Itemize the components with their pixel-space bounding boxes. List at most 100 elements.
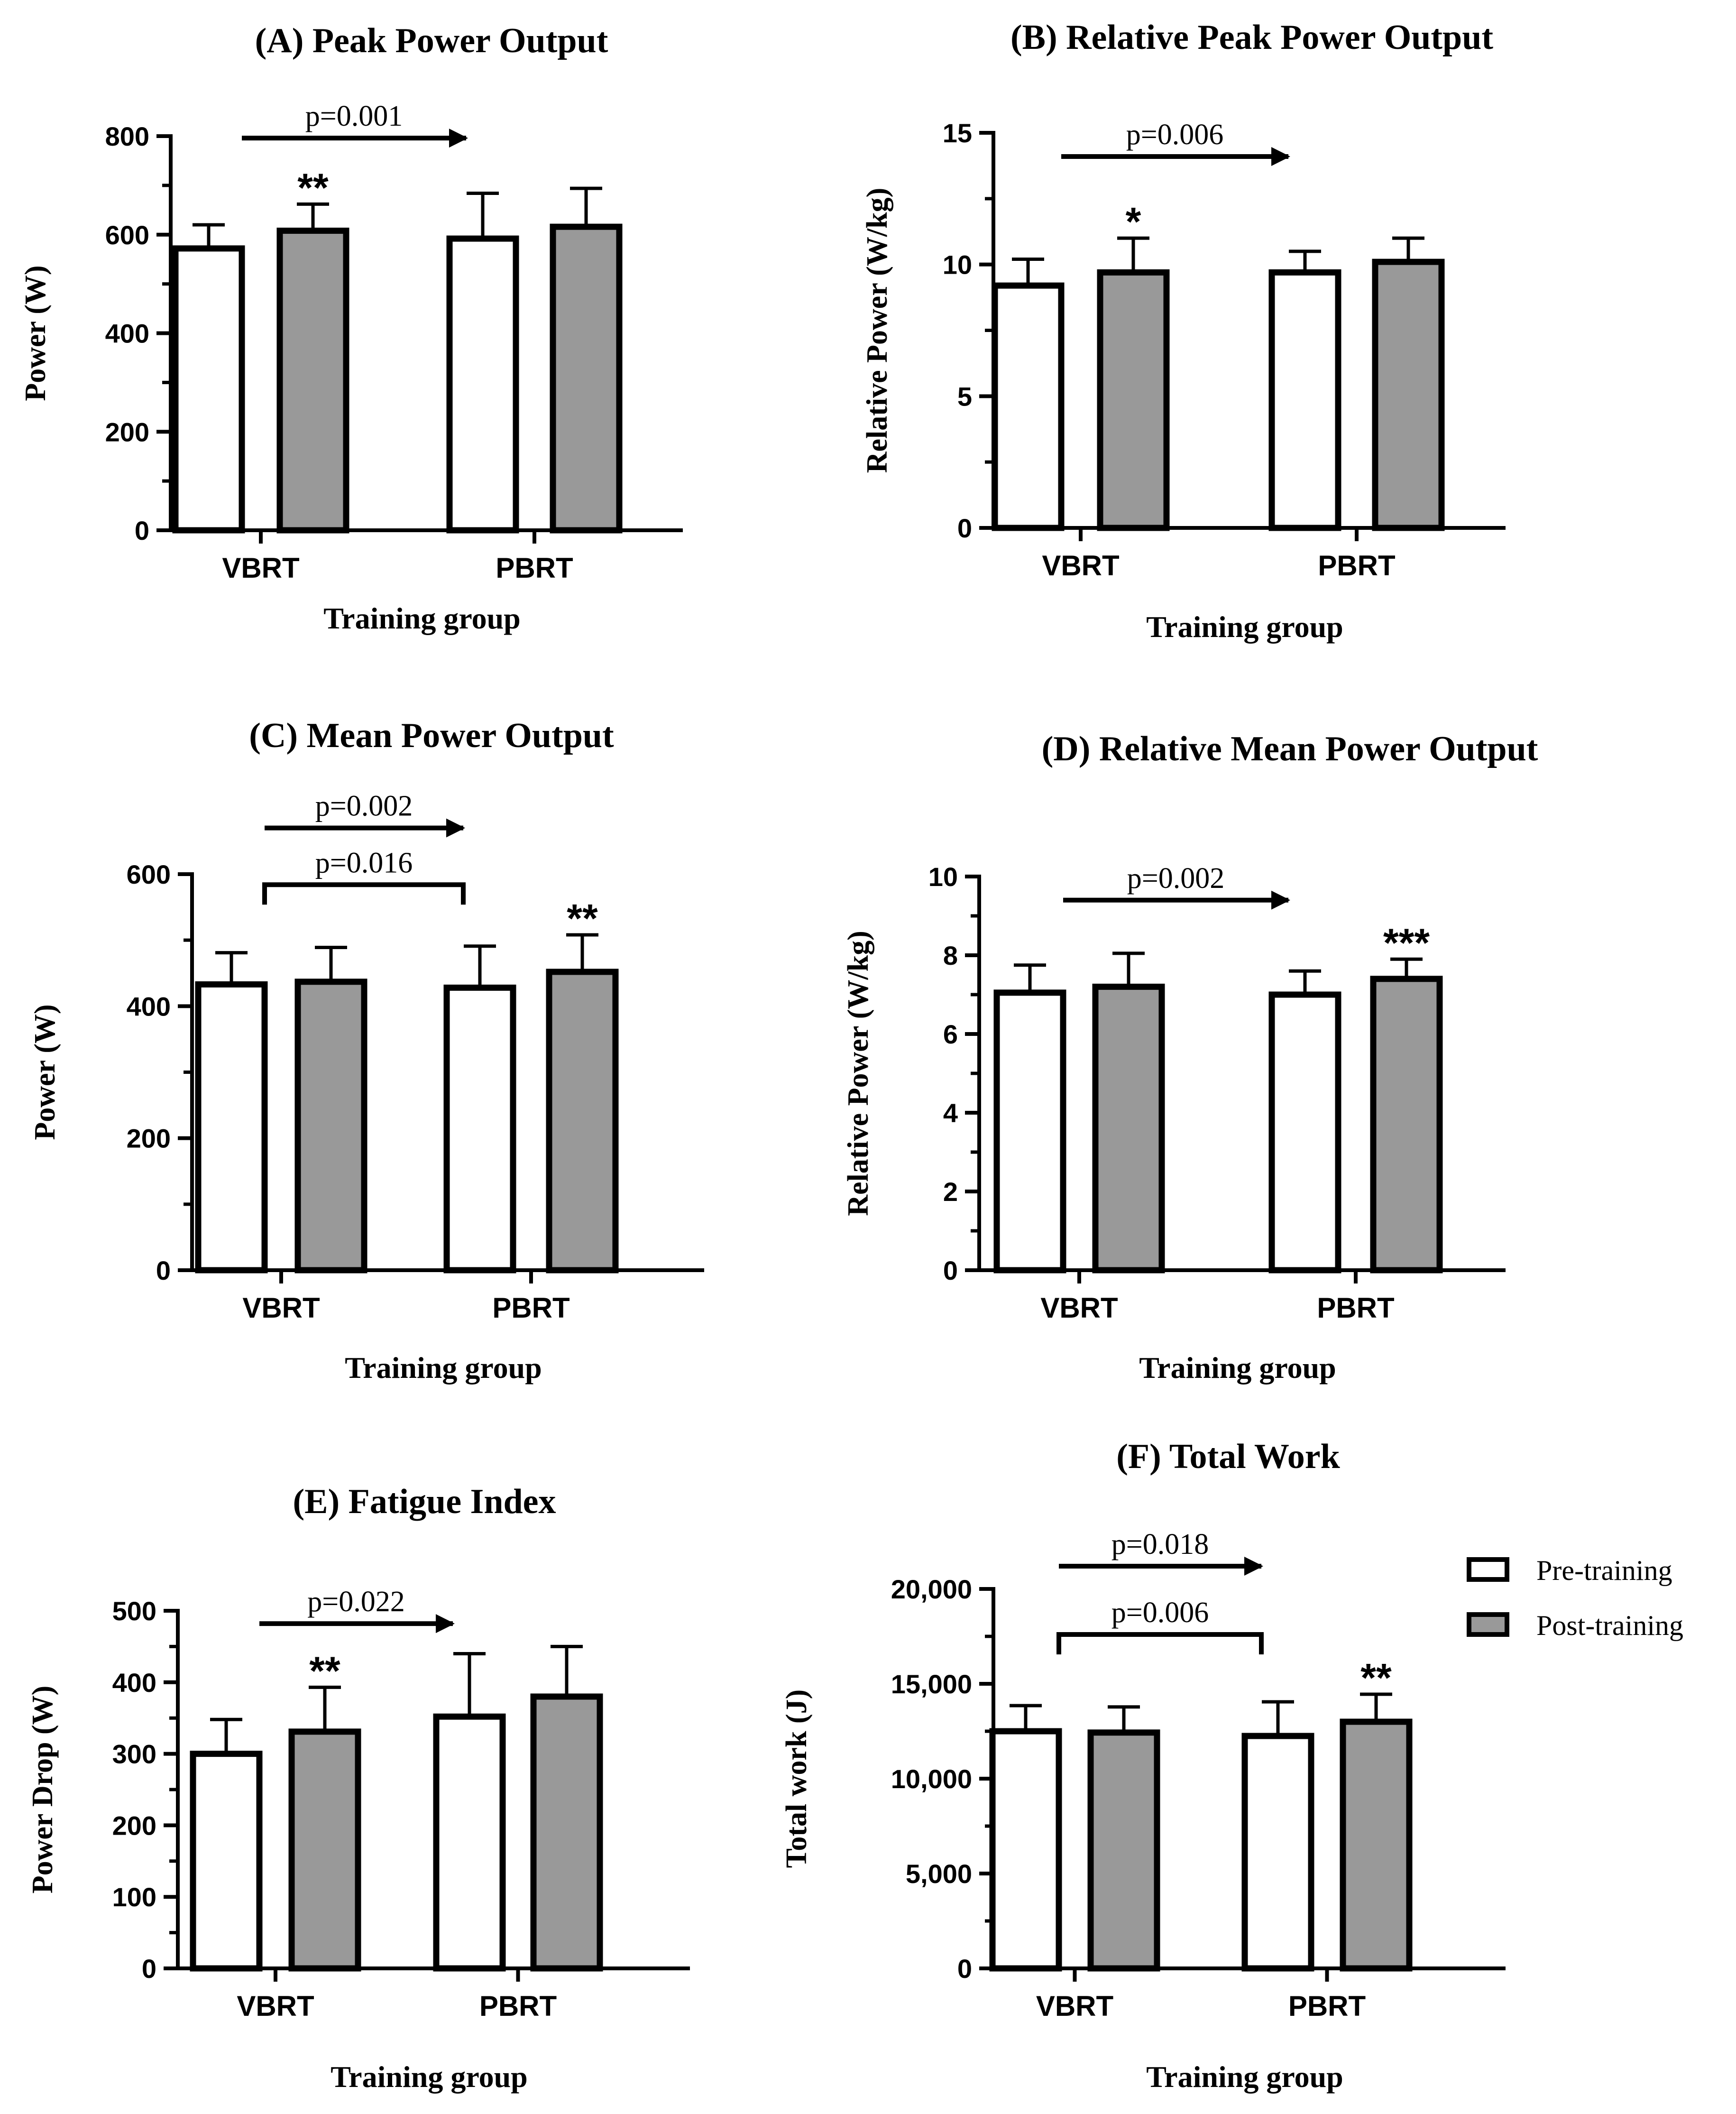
- chart-title: (C) Mean Power Output: [249, 716, 614, 755]
- significance-marker: **: [567, 896, 598, 941]
- chart-panel-d: (D) Relative Mean Power Output 0 2 4 6 8 10 VBR…: [842, 729, 1538, 1385]
- y-tick-label: 15: [943, 118, 972, 148]
- chart-title: (B) Relative Peak Power Output: [1010, 18, 1493, 57]
- y-tick-label: 10,000: [891, 1764, 972, 1794]
- x-tick-label: VBRT: [237, 1990, 314, 2022]
- y-tick-label: 0: [957, 513, 972, 543]
- bar-post-training-pbrt: [1340, 1718, 1413, 1972]
- x-tick-label: PBRT: [1288, 1990, 1366, 2022]
- significance-marker: **: [309, 1648, 340, 1693]
- y-tick-label: 200: [105, 417, 149, 447]
- chart-title: (F) Total Work: [1116, 1437, 1340, 1476]
- y-tick-label: 2: [943, 1177, 958, 1207]
- x-axis-label: Training group: [1146, 2060, 1343, 2094]
- p-value-label: p=0.001: [305, 100, 403, 132]
- y-tick-label: 6: [943, 1019, 958, 1049]
- y-tick-label: 400: [112, 1668, 156, 1698]
- chart-title: (D) Relative Mean Power Output: [1042, 729, 1538, 768]
- p-value-label: p=0.006: [1126, 119, 1223, 151]
- y-axis-label: Relative Power (W/kg): [861, 188, 893, 473]
- x-axis-label: Training group: [1139, 1351, 1336, 1385]
- chart-panel-e: (E) Fatigue Index 0 100 200 300 400 500 VBRT PBR…: [27, 1482, 690, 2094]
- x-tick-label: VBRT: [1036, 1990, 1113, 2022]
- y-tick-label: 400: [105, 319, 149, 349]
- y-tick-label: 0: [142, 1954, 156, 1984]
- bar-pre-training-pbrt: [1241, 1733, 1314, 1972]
- bar-post-training-vbrt: [1087, 1729, 1160, 1972]
- y-tick-label: 8: [943, 941, 958, 970]
- x-axis-label: Training group: [1146, 610, 1343, 644]
- y-tick-label: 400: [127, 991, 171, 1021]
- y-tick-label: 4: [943, 1098, 958, 1128]
- bar-pre-training-vbrt: [195, 981, 268, 1274]
- comparison-bracket: [1056, 1632, 1264, 1654]
- x-tick-label: VBRT: [1042, 550, 1119, 582]
- y-tick-label: 0: [943, 1255, 958, 1285]
- y-tick-label: 600: [105, 220, 149, 250]
- y-tick-label: 10: [943, 250, 972, 280]
- bar-pre-training-pbrt: [443, 984, 516, 1274]
- bar-pre-training-vbrt: [989, 1728, 1062, 1972]
- y-axis-label: Power (W): [19, 265, 52, 401]
- y-tick-label: 200: [127, 1124, 171, 1154]
- y-axis-label: Power Drop (W): [27, 1686, 59, 1894]
- y-tick-label: 0: [135, 516, 149, 545]
- x-axis-label: Training group: [331, 2060, 528, 2094]
- legend-label-post: Post-training: [1536, 1610, 1683, 1641]
- significance-marker: **: [1360, 1655, 1392, 1700]
- p-value-label: p=0.002: [315, 790, 413, 822]
- y-tick-label: 100: [112, 1882, 156, 1912]
- bar-post-training-vbrt: [276, 227, 349, 534]
- y-tick-label: 15,000: [891, 1669, 972, 1699]
- y-tick-label: 0: [957, 1954, 972, 1984]
- x-tick-label: PBRT: [492, 1292, 569, 1324]
- p-value-label: p=0.022: [307, 1586, 404, 1618]
- bar-post-training-vbrt: [1097, 269, 1170, 531]
- y-tick-label: 800: [105, 121, 149, 151]
- bar-post-training-pbrt: [550, 223, 623, 534]
- x-tick-label: PBRT: [1318, 550, 1395, 582]
- p-value-label: p=0.006: [1111, 1597, 1209, 1629]
- p-value-label: p=0.018: [1111, 1528, 1209, 1560]
- chart-panel-b: (B) Relative Peak Power Output 0 5 10 15 VBRT…: [861, 18, 1506, 644]
- y-tick-label: 300: [112, 1739, 156, 1769]
- y-tick-label: 600: [127, 859, 171, 889]
- bar-pre-training-vbrt: [993, 989, 1066, 1274]
- x-axis-label: Training group: [345, 1351, 542, 1385]
- chart-panel-f: (F) Total Work 0 5,000 10,000 15,000 20,000 VB…: [781, 1437, 1506, 2094]
- x-tick-label: PBRT: [496, 552, 573, 584]
- comparison-bracket: [262, 882, 466, 905]
- bar-post-training-pbrt: [530, 1693, 603, 1972]
- chart-title: (E) Fatigue Index: [293, 1482, 556, 1521]
- y-axis-label: Power (W): [29, 1004, 61, 1140]
- legend-label-pre: Pre-training: [1536, 1555, 1672, 1586]
- bar-pre-training-vbrt: [190, 1751, 263, 1972]
- legend-swatch-pre: [1467, 1557, 1509, 1582]
- y-tick-label: 500: [112, 1596, 156, 1626]
- x-tick-label: PBRT: [1317, 1292, 1394, 1324]
- y-axis-label: Relative Power (W/kg): [842, 931, 874, 1216]
- bar-post-training-vbrt: [1092, 983, 1165, 1274]
- x-tick-label: VBRT: [222, 552, 299, 584]
- y-tick-label: 20,000: [891, 1574, 972, 1604]
- chart-title: (A) Peak Power Output: [255, 21, 608, 60]
- bar-post-training-pbrt: [1372, 258, 1445, 531]
- chart-panel-c: (C) Mean Power Output 0 200 400 600 VBRT PBRT T…: [29, 716, 704, 1385]
- bar-pre-training-pbrt: [433, 1713, 506, 1972]
- p-value-label: p=0.002: [1127, 862, 1224, 895]
- x-tick-label: VBRT: [242, 1292, 320, 1324]
- x-tick-label: VBRT: [1040, 1292, 1118, 1324]
- bar-post-training-pbrt: [546, 969, 619, 1274]
- bar-pre-training-pbrt: [1268, 991, 1341, 1274]
- x-tick-label: PBRT: [479, 1990, 557, 2022]
- bar-pre-training-pbrt: [446, 235, 519, 534]
- significance-marker: ***: [1383, 920, 1430, 965]
- y-tick-label: 0: [156, 1255, 171, 1285]
- legend: Pre-training Post-training: [1467, 1555, 1683, 1641]
- bar-pre-training-vbrt: [172, 245, 245, 534]
- p-value-label: p=0.016: [315, 847, 413, 879]
- legend-swatch-post: [1467, 1612, 1509, 1637]
- significance-marker: **: [297, 165, 329, 210]
- y-tick-label: 5: [957, 381, 972, 411]
